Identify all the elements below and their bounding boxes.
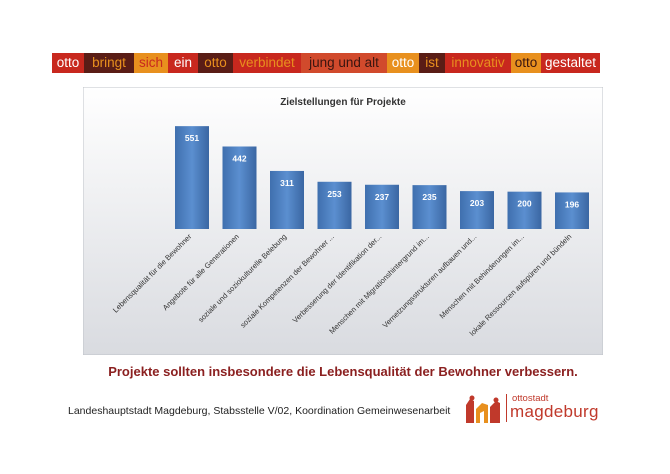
footer-text: Landeshauptstadt Magdeburg, Stabsstelle … xyxy=(68,405,451,417)
bar xyxy=(270,170,304,229)
magdeburg-logo: ottostadt magdeburg xyxy=(462,391,602,427)
bar xyxy=(222,146,257,229)
bar xyxy=(460,191,494,229)
banner-word: ist xyxy=(419,53,445,73)
banner-word: otto xyxy=(387,53,419,73)
bar-value-label: 203 xyxy=(470,198,484,208)
chart-caption: Projekte sollten insbesondere die Lebens… xyxy=(108,364,578,379)
slogan-banner: otto bringt sich ein otto verbindet jung und a… xyxy=(52,53,620,73)
banner-word: otto xyxy=(52,53,84,73)
logo-small-text: ottostadt xyxy=(512,393,549,404)
bar-value-label: 311 xyxy=(280,178,294,188)
chart-title: Zielstellungen für Projekte xyxy=(280,97,406,108)
banner-word: ein xyxy=(168,53,198,73)
bar xyxy=(555,192,589,229)
bar xyxy=(365,184,399,229)
logo-big-text: magdeburg xyxy=(510,402,599,421)
banner-word: otto xyxy=(198,53,233,73)
banner-word: gestaltet xyxy=(541,53,600,73)
bar-value-label: 200 xyxy=(517,199,531,209)
banner-word: otto xyxy=(511,53,541,73)
banner-word: verbindet xyxy=(233,53,301,73)
bar xyxy=(507,191,542,229)
bar-value-label: 253 xyxy=(327,189,341,199)
logo-divider xyxy=(506,394,507,422)
bar-value-label: 196 xyxy=(565,199,579,209)
bar-value-label: 442 xyxy=(232,153,246,163)
bar-chart: Zielstellungen für Projekte 551 442 311 253… xyxy=(83,87,603,355)
banner-word: bringt xyxy=(84,53,134,73)
bar-value-label: 235 xyxy=(422,192,436,202)
bar xyxy=(412,185,447,229)
bar xyxy=(175,126,209,229)
bar-value-label: 551 xyxy=(185,133,199,143)
banner-word: jung und alt xyxy=(301,53,387,73)
banner-word: innovativ xyxy=(445,53,511,73)
horse-icon xyxy=(466,395,500,423)
banner-word: sich xyxy=(134,53,168,73)
chart-svg: Zielstellungen für Projekte 551 442 311 253… xyxy=(83,87,603,355)
bar-value-label: 237 xyxy=(375,192,389,202)
bar xyxy=(317,181,352,229)
